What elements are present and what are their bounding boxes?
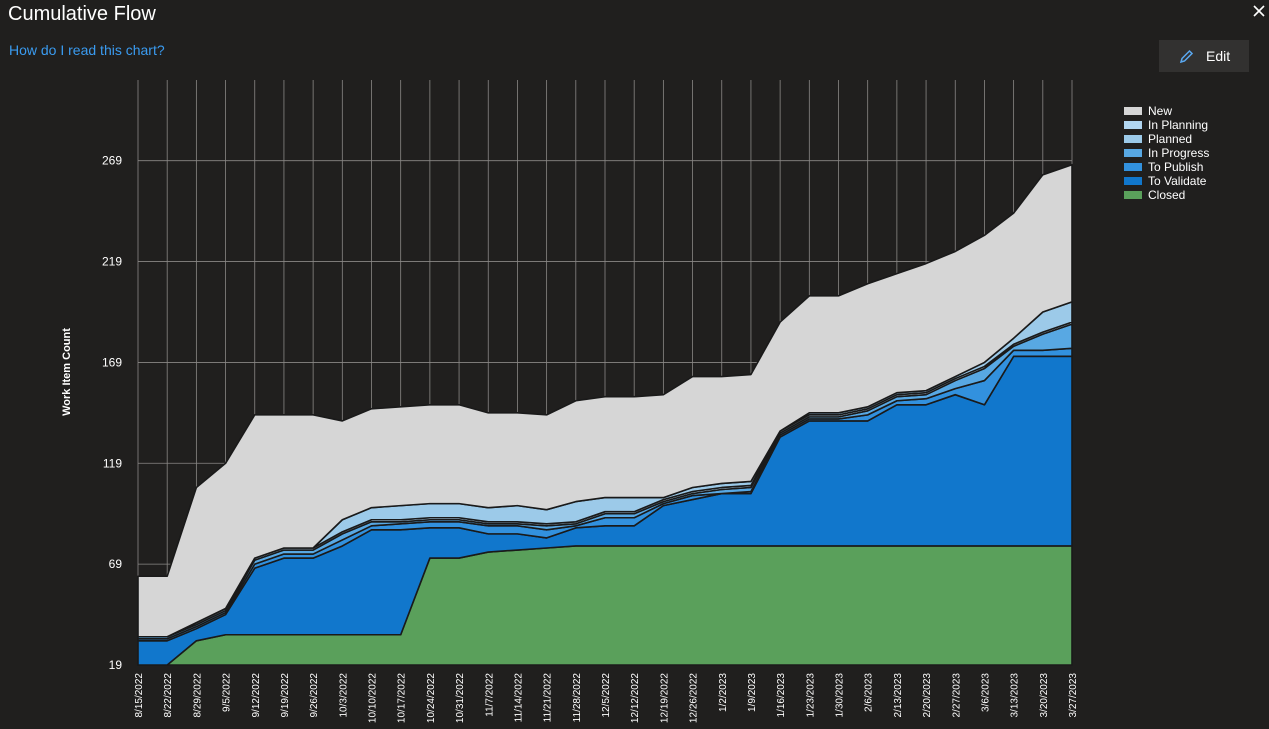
legend-swatch: [1124, 149, 1142, 157]
area-new: [137, 163, 1073, 638]
y-tick-label: 219: [102, 255, 122, 269]
x-tick-label: 3/27/2023: [1068, 673, 1079, 718]
x-tick-label: 1/30/2023: [835, 673, 846, 718]
legend-swatch: [1124, 163, 1142, 171]
x-tick-label: 2/6/2023: [864, 673, 875, 712]
y-tick-label: 19: [109, 658, 123, 672]
x-tick-label: 8/29/2022: [192, 673, 203, 718]
page-title: Cumulative Flow: [8, 3, 156, 25]
legend-label: Planned: [1148, 132, 1192, 146]
x-tick-label: 1/16/2023: [776, 673, 787, 718]
legend-label: New: [1148, 104, 1172, 118]
legend-swatch: [1124, 191, 1142, 199]
x-tick-label: 2/13/2023: [893, 673, 904, 718]
legend-swatch: [1124, 107, 1142, 115]
x-tick-label: 11/28/2022: [572, 673, 583, 723]
x-tick-label: 11/21/2022: [543, 673, 554, 723]
y-tick-label: 69: [109, 557, 123, 571]
x-tick-label: 1/9/2023: [747, 673, 758, 712]
x-tick-label: 8/15/2022: [134, 673, 145, 718]
legend-label: Closed: [1148, 188, 1185, 202]
legend-label: To Validate: [1148, 174, 1207, 188]
legend-label: In Progress: [1148, 146, 1209, 160]
legend-label: To Publish: [1148, 160, 1203, 174]
close-icon[interactable]: [1250, 2, 1268, 20]
y-tick-label: 269: [102, 154, 122, 168]
x-tick-label: 1/23/2023: [805, 673, 816, 718]
x-tick-label: 9/19/2022: [280, 673, 291, 718]
legend-label: In Planning: [1148, 118, 1208, 132]
help-link[interactable]: How do I read this chart?: [9, 42, 165, 58]
x-tick-label: 10/17/2022: [397, 673, 408, 723]
x-tick-label: 12/19/2022: [659, 673, 670, 723]
x-tick-label: 9/26/2022: [309, 673, 320, 718]
y-tick-label: 169: [102, 355, 122, 369]
legend-swatch: [1124, 121, 1142, 129]
edit-button-label: Edit: [1206, 48, 1231, 64]
legend-swatch: [1124, 177, 1142, 185]
x-tick-label: 8/22/2022: [163, 673, 174, 718]
pencil-icon: [1179, 49, 1194, 64]
x-tick-label: 10/24/2022: [426, 673, 437, 723]
edit-button[interactable]: Edit: [1159, 40, 1249, 72]
x-tick-label: 2/20/2023: [922, 673, 933, 718]
legend-swatch: [1124, 135, 1142, 143]
y-axis-label: Work Item Count: [61, 328, 73, 416]
x-tick-label: 12/5/2022: [601, 673, 612, 718]
x-tick-label: 10/31/2022: [455, 673, 466, 723]
x-tick-label: 3/20/2023: [1039, 673, 1050, 718]
x-tick-label: 12/12/2022: [630, 673, 641, 723]
x-tick-label: 11/14/2022: [513, 673, 524, 723]
y-tick-label: 119: [103, 456, 122, 470]
x-tick-label: 10/10/2022: [368, 673, 379, 723]
x-tick-label: 2/27/2023: [951, 673, 962, 718]
x-tick-label: 11/7/2022: [484, 673, 495, 717]
x-tick-label: 9/12/2022: [251, 673, 262, 718]
x-tick-label: 1/2/2023: [718, 673, 729, 712]
x-tick-label: 12/26/2022: [689, 673, 700, 723]
x-tick-label: 3/6/2023: [980, 673, 991, 712]
x-tick-label: 9/5/2022: [222, 673, 233, 712]
x-tick-label: 10/3/2022: [338, 673, 349, 718]
x-tick-label: 3/13/2023: [1010, 673, 1021, 718]
